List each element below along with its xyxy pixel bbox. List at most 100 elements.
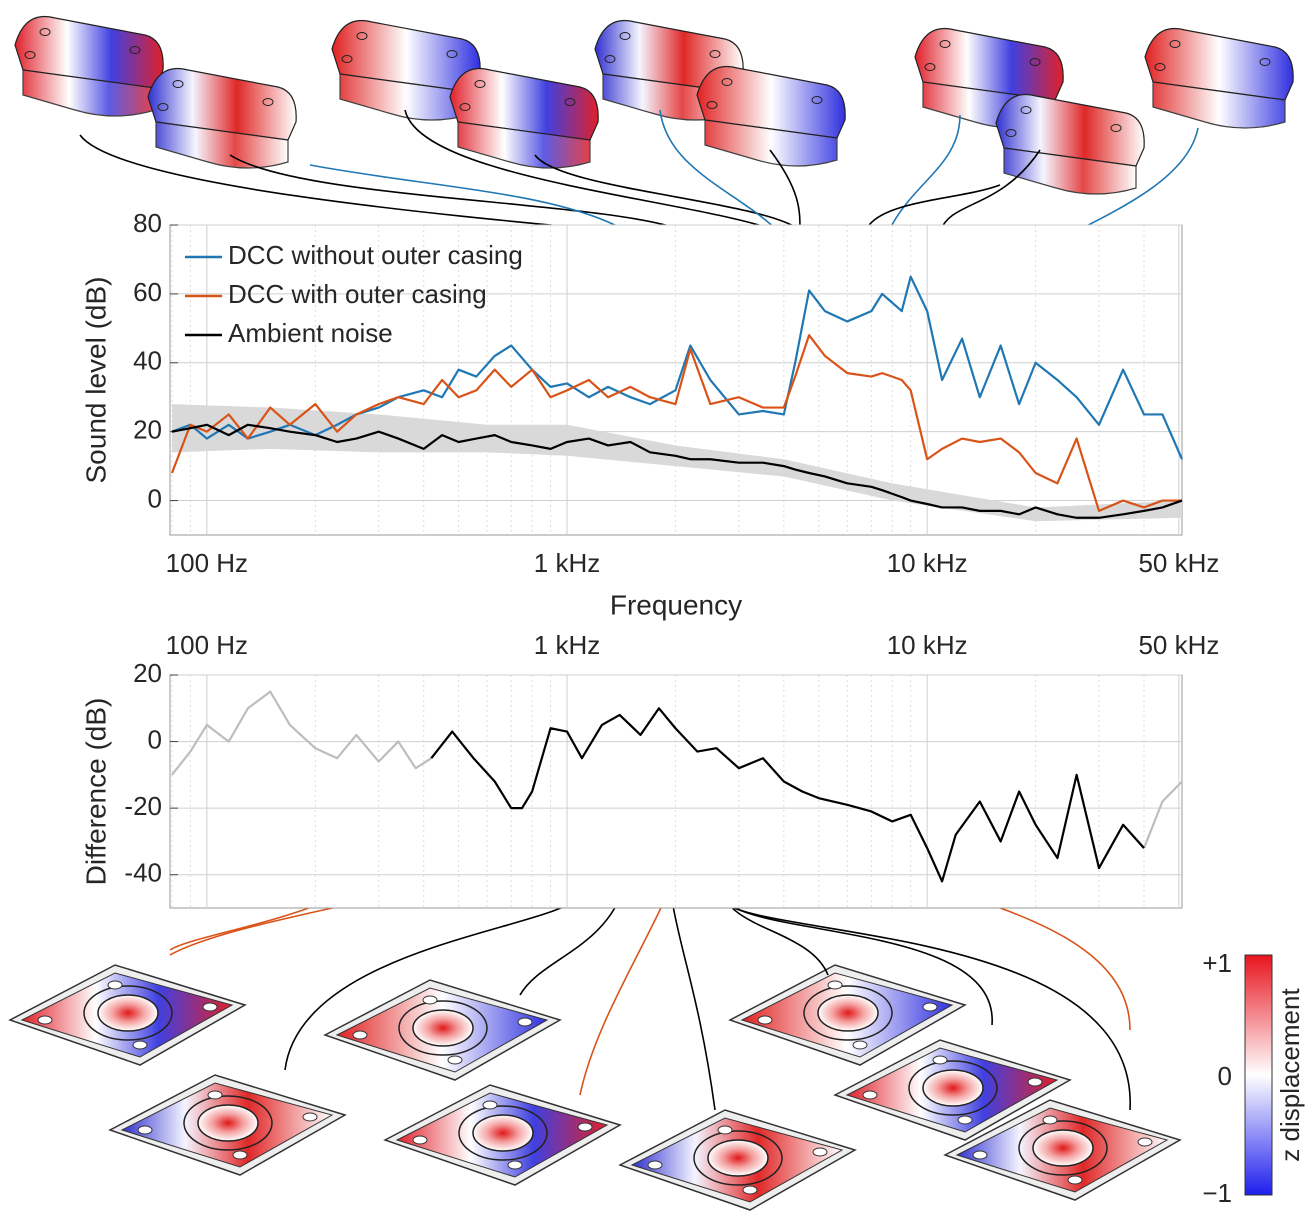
plate-ring [693, 1130, 783, 1186]
plate-center [817, 994, 879, 1032]
casing-mode-shape [696, 66, 846, 167]
plate-ring [458, 1105, 548, 1161]
enclosure-mode-shape [728, 964, 967, 1066]
plate-hole [302, 1112, 318, 1122]
y-tick-label: 60 [133, 277, 162, 307]
plate-hole [1042, 1115, 1058, 1125]
chart: 100 Hz 1 kHz 10 kHz 50 kHz 0 20 40 60 80 Sound le… [80, 208, 1219, 621]
plate-ring [183, 1095, 273, 1151]
plot-area [169, 224, 1183, 536]
connector [865, 184, 1001, 231]
series-line [170, 334, 1182, 512]
plate-ring [398, 1000, 488, 1056]
plate-hole [932, 1055, 948, 1065]
plate-hole [757, 1015, 773, 1025]
series-line [171, 275, 1184, 460]
casing-hole [129, 46, 141, 54]
charts: 100 Hz 1 kHz 10 kHz 50 kHz 0 20 40 60 80 Sound le… [80, 208, 1219, 909]
x-tick-label: 1 kHz [534, 630, 600, 660]
casing-mode-shape [1144, 28, 1294, 129]
y-tick-label: 0 [148, 724, 162, 754]
plate-hole [957, 1115, 973, 1125]
plate-hole [972, 1150, 988, 1160]
plate-hole [862, 1090, 878, 1100]
plate-hole [352, 1030, 368, 1040]
connector [404, 109, 781, 233]
plate-center [97, 994, 159, 1032]
casing-hole [1110, 124, 1122, 132]
colorbar-title: z displacement [1275, 988, 1305, 1162]
x-tick-label: 10 kHz [887, 548, 968, 578]
casing-top [696, 66, 846, 139]
plate-hole [482, 1100, 498, 1110]
casing-hole [1259, 58, 1271, 66]
connector [939, 149, 1041, 233]
plate-center [707, 1139, 769, 1177]
casing-top [14, 16, 164, 89]
plate-ring [803, 985, 893, 1041]
ambient-range-band [171, 404, 1182, 522]
plate-hole [827, 980, 843, 990]
colorbar-label: 0 [1218, 1061, 1232, 1091]
plate-hole [577, 1122, 593, 1132]
y-axis-label: Difference (dB) [80, 698, 111, 886]
colorbar-label: −1 [1202, 1178, 1232, 1208]
casing-mode-shape [995, 94, 1145, 195]
plate-hole [742, 1185, 758, 1195]
casing-hole [356, 32, 368, 40]
connector [229, 154, 683, 231]
series-line [430, 707, 1145, 883]
casing-hole [709, 50, 721, 58]
x-axis-label: Frequency [610, 589, 742, 620]
plate-hole [207, 1090, 223, 1100]
casing-hole [1169, 40, 1181, 48]
casing-top [1144, 28, 1294, 101]
y-tick-label: 80 [133, 208, 162, 238]
x-tick-label: 100 Hz [166, 548, 248, 578]
plate-hole [412, 1135, 428, 1145]
enclosure-mode-shape [8, 964, 247, 1066]
y-tick-label: 20 [133, 415, 162, 445]
casing-hole [1154, 63, 1166, 71]
casing-side [155, 121, 289, 169]
casing-top [995, 94, 1145, 167]
connector [671, 899, 716, 1111]
enclosure-mode-shape [943, 1099, 1182, 1201]
x-tick-label: 100 Hz [166, 630, 248, 660]
y-tick-label: 20 [133, 658, 162, 688]
x-tick-label: 50 kHz [1138, 548, 1219, 578]
casing-hole [564, 98, 576, 106]
colorbar-label: +1 [1202, 948, 1232, 978]
plate-hole [447, 1055, 463, 1065]
connector [769, 149, 801, 231]
plate-hole [647, 1160, 663, 1170]
legend-label: DCC with outer casing [228, 279, 487, 309]
plate-hole [1067, 1175, 1083, 1185]
plate-center [412, 1009, 474, 1047]
casing-hole [939, 40, 951, 48]
enclosure-mode-shape [618, 1109, 857, 1211]
x-tick-label: 50 kHz [1138, 630, 1219, 660]
colorbar-scale [1244, 954, 1273, 1196]
casing-side [1152, 81, 1286, 129]
casing-mode-shape [14, 16, 164, 117]
casing-hole [1020, 106, 1032, 114]
casing-hole [172, 80, 184, 88]
connector [534, 154, 801, 231]
x-tick-label: 1 kHz [534, 548, 600, 578]
colorbar: +1 0 −1 z displacement [1202, 948, 1305, 1208]
plate-hole [137, 1125, 153, 1135]
y-tick-label: 0 [148, 483, 162, 513]
casing-hole [721, 78, 733, 86]
plate-ring [1018, 1120, 1108, 1176]
plate-ring [908, 1060, 998, 1116]
plate-hole [717, 1125, 733, 1135]
casing-top [147, 68, 297, 141]
plate-hole [132, 1040, 148, 1050]
casing-hole [446, 50, 458, 58]
casing-top [449, 68, 599, 141]
casing-hole [459, 103, 471, 111]
plate-hole [922, 1002, 938, 1012]
casing-hole [157, 103, 169, 111]
